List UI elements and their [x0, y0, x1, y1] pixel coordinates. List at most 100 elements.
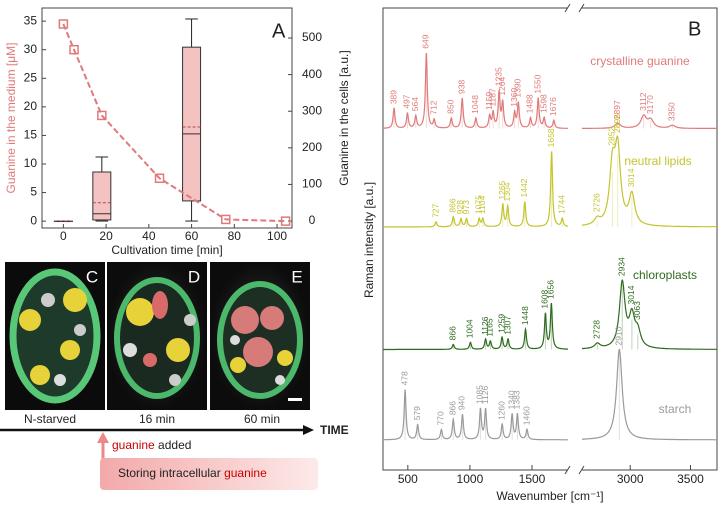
peak-label: 866: [448, 401, 458, 415]
x-tick-label: 100: [267, 229, 287, 243]
peak-label: 940: [457, 396, 467, 410]
peak-label: 478: [399, 371, 409, 385]
y2-tick-label: 0: [309, 213, 316, 227]
peak-label: 2896: [612, 114, 622, 133]
peak-label: 2852: [607, 127, 617, 146]
axis-break: [568, 466, 582, 474]
data-point: [154, 173, 165, 184]
peak-label: 1448: [520, 306, 530, 325]
process-box: [100, 458, 318, 490]
peak-label: 1598: [538, 94, 548, 113]
axis-break: [568, 4, 582, 12]
peak-label: 389: [388, 90, 398, 104]
x-axis-label: Wavenumber [cm⁻¹]: [496, 489, 603, 503]
x-tick-label: 80: [228, 229, 242, 243]
peak-label: 712: [428, 100, 438, 114]
x-tick-label: 500: [398, 472, 418, 486]
panel-label: D: [188, 267, 200, 286]
micrograph-e: [210, 262, 310, 410]
plot-frame: [382, 7, 718, 471]
peak-label: 866: [448, 326, 458, 340]
peak-label: 564: [410, 97, 420, 111]
peak-label: 1550: [532, 74, 542, 93]
y-tick-label: 25: [24, 70, 38, 84]
peak-label: 1165: [485, 318, 495, 337]
peak-label: 1004: [465, 319, 475, 338]
peak-label: 3350: [667, 102, 677, 121]
peak-label: 1048: [470, 95, 480, 114]
y2-tick-label: 500: [302, 30, 322, 44]
peak-label: 1159: [484, 92, 494, 111]
spectrum-name: neutral lipids: [624, 154, 691, 168]
y-tick-label: 35: [24, 13, 38, 27]
peak-label: 1383: [512, 390, 522, 409]
process-word: guanine: [224, 466, 267, 480]
y2-tick-label: 300: [302, 103, 322, 117]
peak-label: 3014: [626, 168, 636, 187]
peak-label: 579: [412, 406, 422, 420]
peak-label: 938: [456, 80, 466, 94]
box: [92, 171, 112, 221]
peak-label: 1390: [513, 78, 523, 97]
y-tick-label: 10: [24, 156, 38, 170]
x-tick-label: 40: [142, 229, 156, 243]
event-word: guanine: [112, 438, 155, 452]
y2-tick-label: 100: [302, 177, 322, 191]
spectrum-name: starch: [659, 402, 692, 416]
data-point: [280, 216, 291, 226]
y-tick-label: 20: [24, 99, 38, 113]
event-word: added: [155, 438, 192, 452]
time-axis-label: TIME: [320, 423, 349, 437]
peak-label: 1656: [546, 280, 556, 299]
x-tick-label: 3000: [617, 472, 644, 486]
peak-label: 1360: [509, 88, 519, 107]
event-arrow-head: [97, 432, 109, 443]
y-axis-label: Raman intensity [a.u.]: [362, 182, 376, 298]
time-label: N-starved: [24, 412, 76, 426]
data-point: [97, 110, 107, 121]
box: [182, 46, 202, 202]
spectrum-curve: [383, 302, 568, 351]
peak-label: 1235: [493, 67, 503, 86]
peak-label: 1187: [487, 88, 497, 107]
y-tick-label: 30: [24, 42, 38, 56]
peak-label: 649: [421, 34, 431, 48]
data-point: [69, 44, 79, 55]
process-label: Storing intracellular guanine: [118, 466, 267, 480]
peak-label: 1460: [521, 406, 531, 425]
panel-label: E: [291, 267, 302, 286]
peak-label: 1608: [540, 289, 550, 308]
peak-label: 1259: [496, 314, 506, 333]
peak-label: 866: [448, 198, 458, 212]
y2-axis-label: Guanine in the cells [a.u.]: [337, 50, 351, 185]
spectrum-name: crystalline guanine: [590, 54, 690, 68]
x-tick-label: 3500: [677, 472, 704, 486]
peak-label: 1264: [497, 76, 507, 95]
micrograph-d: [107, 262, 207, 410]
event-label: guanine added: [112, 438, 191, 452]
y-tick-label: 5: [30, 185, 37, 199]
spectrum-curve: [582, 135, 717, 228]
x-tick-label: 60: [185, 229, 199, 243]
time-label: 16 min: [139, 412, 175, 426]
spectrum-name: chloroplasts: [633, 268, 697, 282]
peak-label: 2728: [592, 320, 602, 339]
x-tick-label: 0: [60, 229, 67, 243]
process-word: Storing intracellular: [118, 466, 224, 480]
peak-label: 1744: [557, 195, 567, 214]
y-tick-label: 0: [30, 213, 37, 227]
panel-label: A: [272, 20, 286, 42]
peak-label: 1104: [477, 195, 487, 214]
peak-label: 3063: [632, 301, 642, 320]
peak-label: 3112: [638, 92, 648, 111]
peak-label: 973: [461, 200, 471, 214]
peak-label: 928: [455, 200, 465, 214]
micrograph-c: [5, 262, 105, 410]
peak-label: 850: [446, 99, 456, 113]
peak-label: 1340: [506, 390, 516, 409]
peak-label: 1676: [548, 97, 558, 116]
peak-label: 2934: [617, 257, 627, 276]
spectrum-curve: [582, 348, 717, 441]
peak-label: 1304: [502, 182, 512, 201]
